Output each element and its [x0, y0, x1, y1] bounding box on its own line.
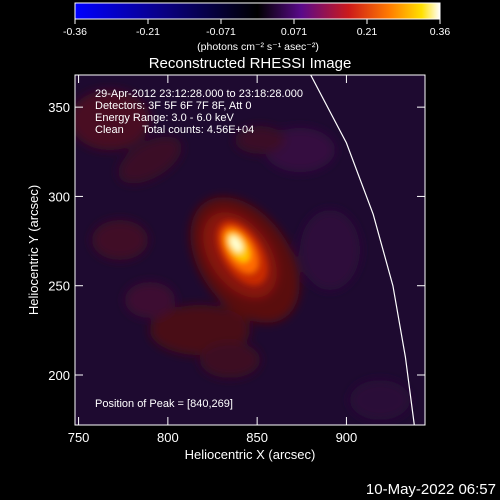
y-tick-label: 250 [48, 279, 70, 294]
energy-range-text: Energy Range: 3.0 - 6.0 keV [95, 112, 234, 124]
plot-frame [74, 74, 426, 426]
x-tick-label: 750 [68, 430, 90, 445]
total-counts-text: Total counts: 4.56E+04 [142, 124, 254, 136]
colorbar-tick-label: 0.21 [357, 26, 378, 38]
chart-title: Reconstructed RHESSI Image [149, 55, 352, 72]
x-tick-label: 800 [157, 430, 179, 445]
colorbar-tick-label: -0.21 [136, 26, 160, 38]
colorbar-ticks: -0.36 -0.21 -0.071 0.071 0.21 0.36 [63, 19, 450, 38]
x-tick-label: 850 [246, 430, 268, 445]
x-tick-label: 900 [336, 430, 358, 445]
y-tick-label: 350 [48, 100, 70, 115]
y-tick-label: 300 [48, 189, 70, 204]
peak-position-text: Position of Peak = [840,269] [95, 398, 233, 410]
detectors-text: Detectors: 3F 5F 6F 7F 8F, Att 0 [95, 100, 252, 112]
colorbar-label: (photons cm⁻² s⁻¹ asec⁻²) [197, 41, 319, 53]
y-tick-label: 200 [48, 368, 70, 383]
x-axis-ticks: 750 800 850 900 [68, 75, 358, 445]
colorbar-tick-label: -0.36 [63, 26, 87, 38]
colorbar-tick-label: 0.071 [281, 26, 307, 38]
algorithm-text: Clean [95, 124, 124, 136]
colorbar [74, 2, 441, 20]
time-range-text: 29-Apr-2012 23:12:28.000 to 23:18:28.000 [95, 88, 303, 100]
y-axis-ticks: 200 250 300 350 [48, 100, 425, 383]
colorbar-tick-label: -0.071 [206, 26, 236, 38]
solar-limb-curve [310, 75, 415, 425]
x-axis-label: Heliocentric X (arcsec) [185, 447, 316, 462]
heatmap-image [75, 75, 425, 425]
colorbar-tick-label: 0.36 [430, 26, 451, 38]
footer-date: 10-May-2022 06:57 [366, 481, 496, 498]
y-axis-label: Heliocentric Y (arcsec) [26, 185, 41, 315]
